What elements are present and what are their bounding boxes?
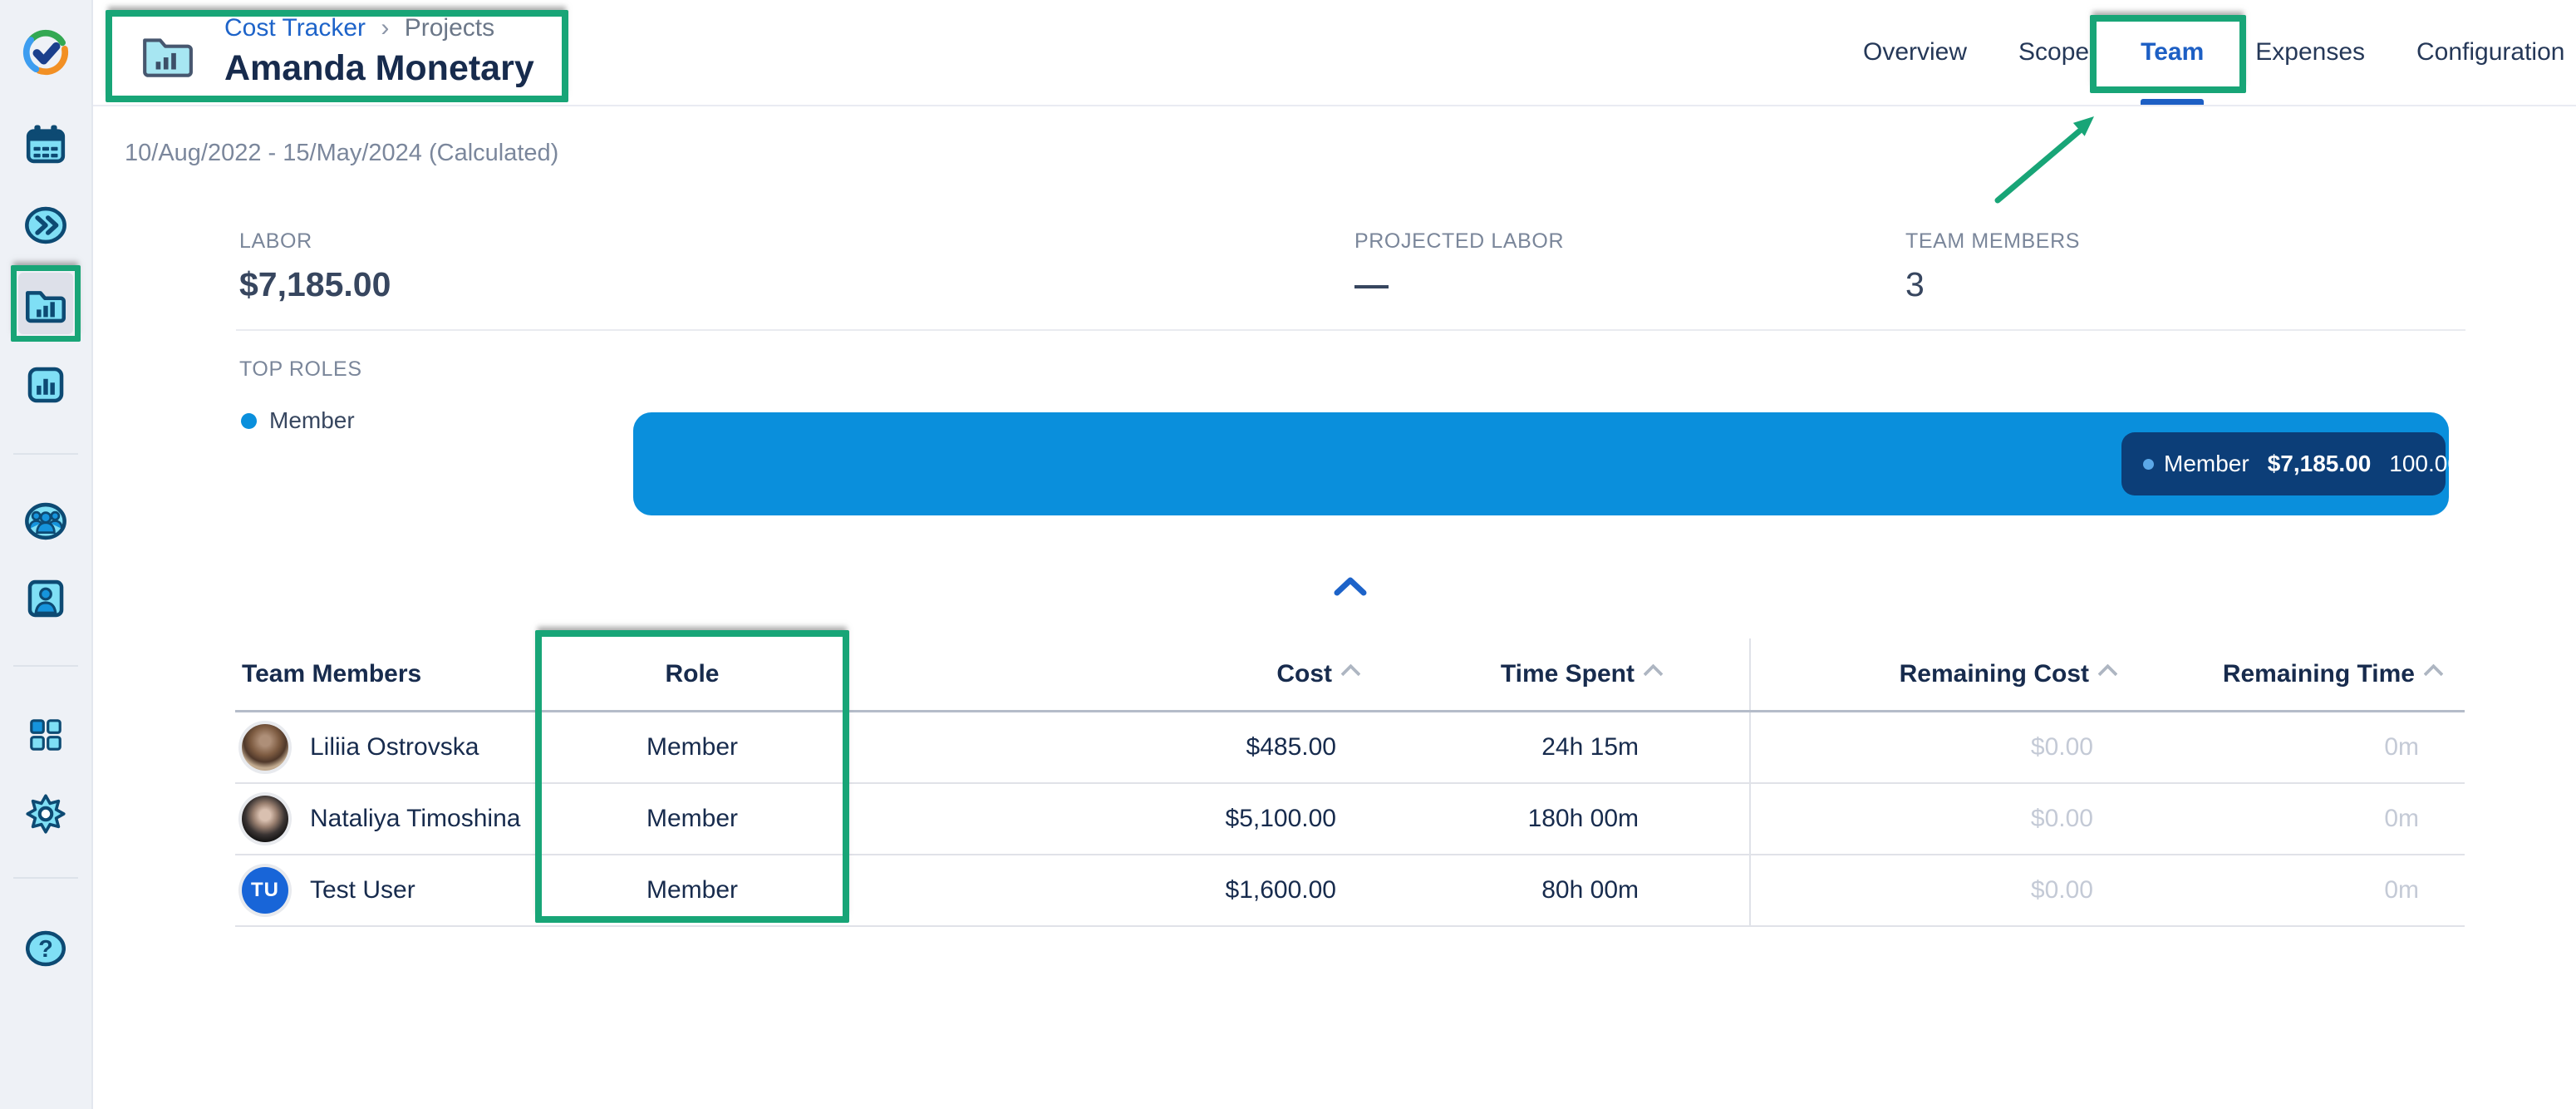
member-role: Member (538, 783, 846, 855)
sidebar-divider (13, 665, 78, 667)
column-header-remaining-cost[interactable]: Remaining Cost (1750, 638, 2127, 712)
avatar (242, 796, 288, 842)
sort-caret-icon (2423, 663, 2444, 684)
chevron-up-icon (1334, 577, 1367, 596)
grid-icon (30, 719, 61, 751)
tab-configuration[interactable]: Configuration (2416, 38, 2565, 66)
fast-forward-icon (25, 206, 66, 244)
tab-scope[interactable]: Scope (2018, 38, 2090, 66)
stat-team-members-label: TEAM MEMBERS (1905, 229, 2080, 253)
member-cost: $5,100.00 (846, 783, 1388, 855)
chart-legend: Member (241, 407, 355, 434)
column-header-remaining-time[interactable]: Remaining Time (2127, 638, 2465, 712)
member-card-icon (27, 579, 64, 618)
column-header-cost[interactable]: Cost (846, 638, 1388, 712)
table-header-row: Team Members Role Cost Time Spent Remain… (235, 638, 2465, 712)
page-title: Amanda Monetary (224, 48, 534, 88)
member-name: Test User (310, 876, 415, 904)
help-icon: ? (25, 930, 66, 967)
member-time-spent: 24h 15m (1388, 711, 1751, 784)
member-role: Member (538, 855, 846, 927)
tooltip-percent-value: 100.00% (2389, 451, 2481, 476)
stat-projected-labor: PROJECTED LABOR — (1354, 229, 1564, 304)
sidebar: ? (0, 0, 93, 1109)
member-remaining-cost: $0.00 (1750, 783, 2127, 855)
tab-team[interactable]: Team (2141, 0, 2205, 105)
member-name: Liliia Ostrovska (310, 733, 479, 761)
stat-labor-label: LABOR (239, 229, 312, 253)
svg-text:?: ? (38, 936, 53, 963)
tooltip-dot-icon (2143, 458, 2154, 470)
table-row: Liliia Ostrovska Member $485.00 24h 15m … (235, 711, 2465, 784)
sidebar-item-members[interactable] (22, 574, 70, 623)
app-logo-icon (22, 29, 69, 76)
summary-divider (236, 329, 2465, 331)
column-header-time-spent[interactable]: Time Spent (1388, 638, 1751, 712)
page-header: Cost Tracker › Projects Amanda Monetary … (93, 0, 2576, 106)
project-folder-icon (140, 32, 194, 84)
sidebar-item-calendar[interactable] (22, 121, 70, 169)
bar-chart-icon (27, 367, 64, 403)
tooltip-cost-value: $7,185.00 (2267, 451, 2372, 476)
member-remaining-cost: $0.00 (1750, 855, 2127, 927)
legend-label: Member (269, 407, 355, 433)
member-role: Member (538, 711, 846, 784)
sidebar-item-reports[interactable] (22, 361, 70, 409)
sort-caret-icon (1643, 663, 1664, 684)
tab-overview[interactable]: Overview (1863, 38, 1968, 66)
sort-caret-icon (2097, 663, 2118, 684)
avatar (242, 724, 288, 771)
column-header-role: Role (538, 638, 846, 712)
stat-labor: LABOR $7,185.00 (239, 229, 391, 304)
member-remaining-cost: $0.00 (1750, 711, 2127, 784)
annotation-arrow (1994, 116, 2094, 204)
sidebar-item-help[interactable]: ? (22, 924, 70, 973)
people-icon (25, 502, 66, 540)
stat-projected-labor-label: PROJECTED LABOR (1354, 229, 1565, 253)
stat-team-members-value: 3 (1905, 265, 1925, 303)
table-row: TU Test User Member $1,600.00 80h 00m $0… (235, 855, 2465, 927)
member-time-spent: 80h 00m (1388, 855, 1751, 927)
table-row: Nataliya Timoshina Member $5,100.00 180h… (235, 783, 2465, 855)
member-remaining-time: 0m (2127, 783, 2465, 855)
role-bar-segment-member[interactable]: Member $7,185.00 100.00% (633, 412, 2481, 515)
tab-expenses[interactable]: Expenses (2255, 38, 2366, 66)
sidebar-item-projects[interactable] (22, 280, 70, 328)
member-cost: $485.00 (846, 711, 1388, 784)
member-remaining-time: 0m (2127, 855, 2465, 927)
breadcrumb-section-link[interactable]: Projects (404, 14, 495, 42)
member-cost: $1,600.00 (846, 855, 1388, 927)
sidebar-item-settings[interactable] (22, 790, 70, 838)
collapse-chart-button[interactable] (1334, 575, 1367, 597)
tab-bar: Overview Scope Team Expenses Configurati… (1863, 0, 2564, 105)
chart-tooltip: Member $7,185.00 100.00% (2121, 432, 2481, 495)
avatar: TU (242, 867, 288, 914)
calendar-icon (26, 125, 66, 164)
breadcrumb: Cost Tracker › Projects (224, 13, 534, 43)
sidebar-item-teams[interactable] (22, 497, 70, 545)
member-time-spent: 180h 00m (1388, 783, 1751, 855)
app-logo[interactable] (20, 27, 71, 78)
gear-icon (26, 794, 66, 834)
sidebar-item-timeline[interactable] (22, 201, 70, 249)
sidebar-divider (13, 877, 78, 879)
sidebar-item-apps[interactable] (22, 711, 70, 759)
stat-projected-labor-value: — (1354, 265, 1389, 303)
legend-dot-icon (241, 412, 257, 429)
breadcrumb-separator: › (381, 14, 390, 42)
projects-folder-icon (25, 291, 66, 323)
sort-caret-icon (1340, 663, 1361, 684)
sidebar-divider (13, 453, 78, 455)
member-remaining-time: 0m (2127, 711, 2465, 784)
project-date-range: 10/Aug/2022 - 15/May/2024 (Calculated) (125, 140, 559, 166)
stat-labor-value: $7,185.00 (239, 265, 391, 303)
member-name: Nataliya Timoshina (310, 805, 521, 832)
column-header-team-members: Team Members (235, 638, 538, 712)
tooltip-role-label: Member (2164, 451, 2249, 476)
breadcrumb-app-link[interactable]: Cost Tracker (224, 14, 366, 42)
team-members-table: Team Members Role Cost Time Spent Remain… (235, 638, 2465, 927)
top-roles-section-label: TOP ROLES (239, 357, 362, 381)
stat-team-members: TEAM MEMBERS 3 (1905, 229, 2080, 304)
